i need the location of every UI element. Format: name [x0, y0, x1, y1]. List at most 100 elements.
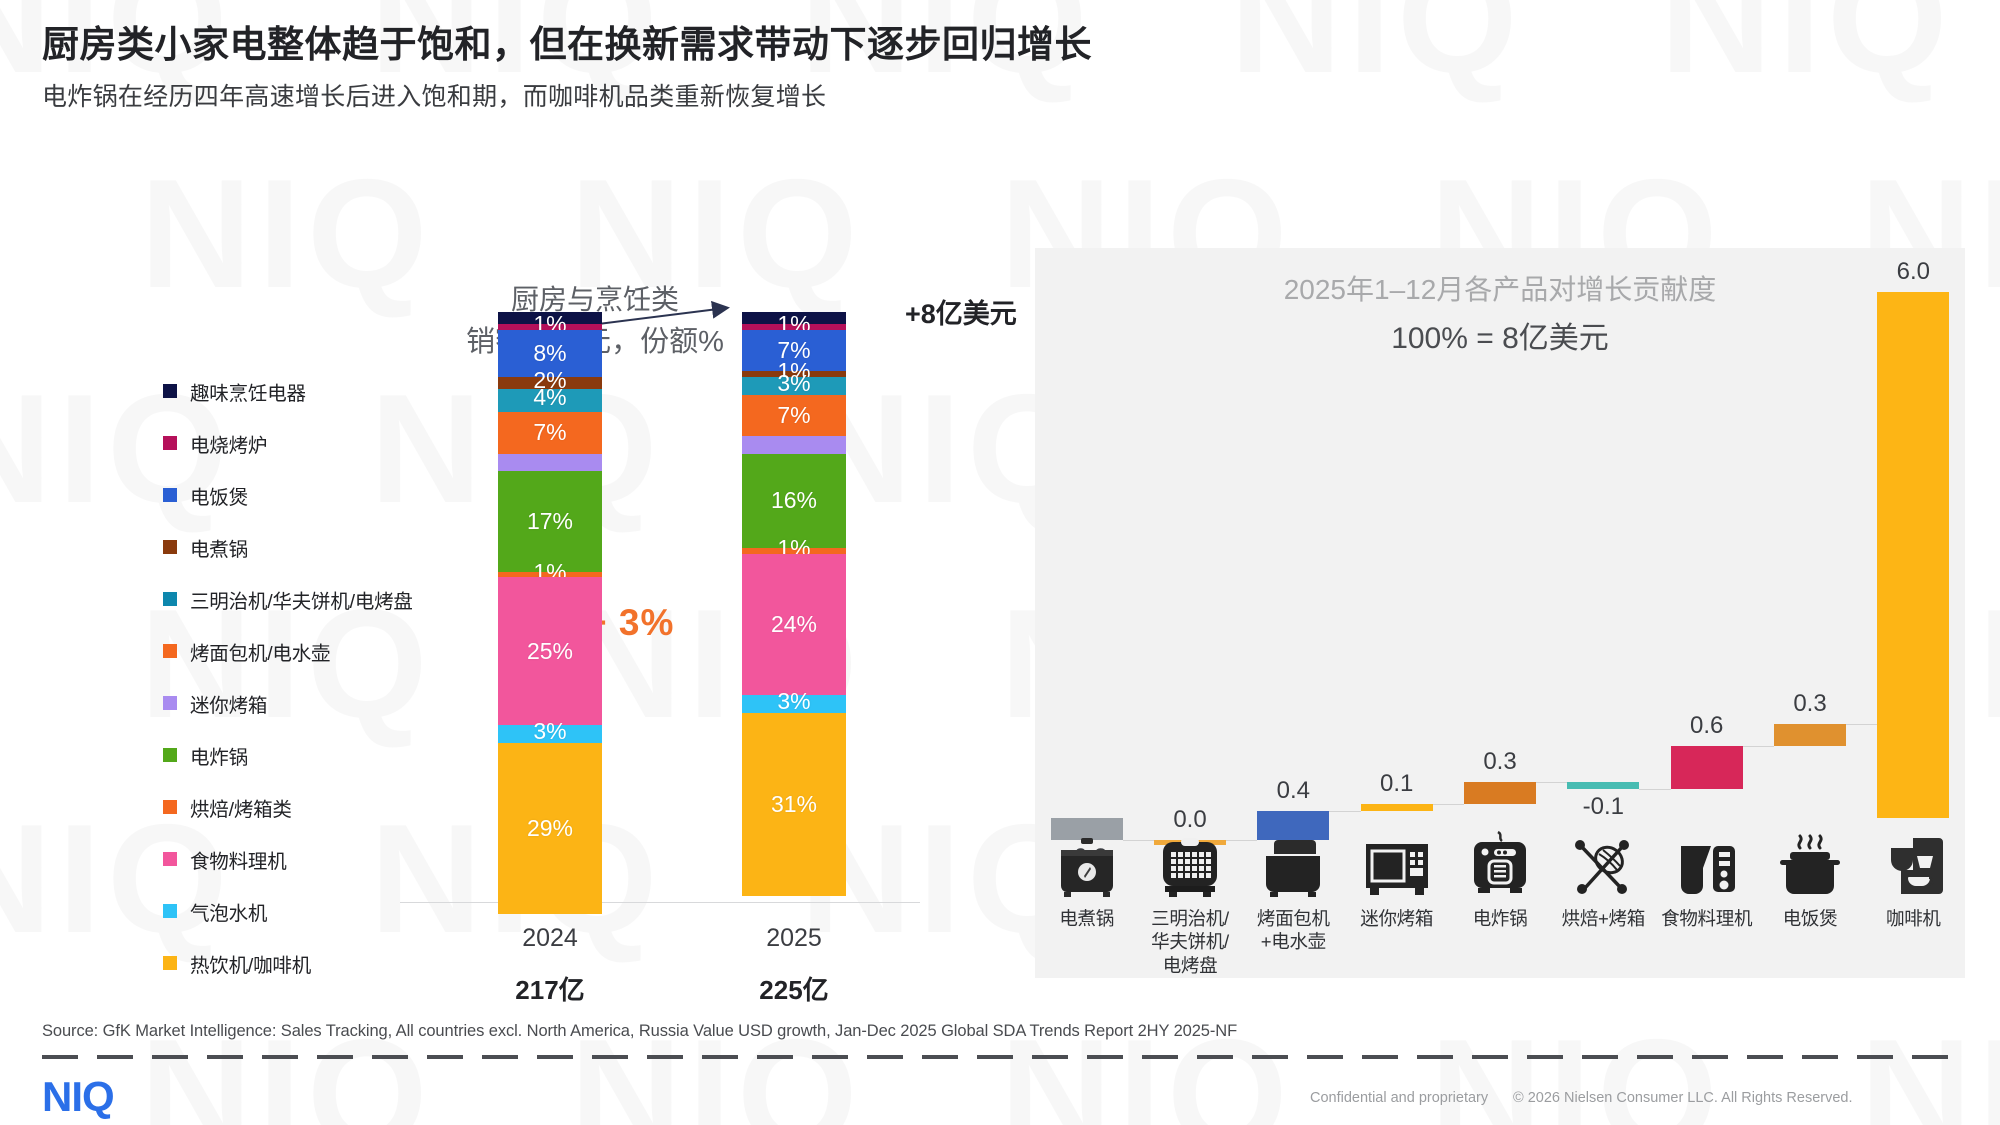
segment-value-label: 17%: [526, 507, 574, 534]
segment-value-label: 25%: [526, 637, 574, 664]
waterfall-connector: [1432, 803, 1464, 805]
legend: 趣味烹饪电器电烧烤炉电饭煲电煮锅 三明治机/华夫饼机/电烤盘烤面包机/电水壶迷你烤…: [163, 365, 493, 989]
stacked-bar-2024[interactable]: 1% 8% 2% 4% 7% 17% 1% 25% 3% 29%: [498, 311, 602, 914]
stacked-bar-segment[interactable]: 4%: [498, 384, 602, 413]
stacked-bar-segment[interactable]: [742, 435, 846, 454]
stacked-bar-segment[interactable]: 3%: [742, 688, 846, 714]
waterfall-bar[interactable]: [1360, 803, 1433, 811]
niq-logo: NIQ: [42, 1073, 115, 1120]
legend-item[interactable]: 气泡水机: [163, 885, 493, 937]
stacked-bar-segment[interactable]: 25%: [498, 577, 602, 725]
segment-value-label: 31%: [770, 791, 818, 818]
stacked-bar-segment[interactable]: 2%: [498, 367, 602, 393]
legend-item-label: 食物料理机: [190, 850, 287, 873]
watermark-text: NIQ: [1860, 1005, 2000, 1125]
stacked-bar-segment[interactable]: [498, 453, 602, 472]
legend-item-label: 烤面包机/电水壶: [190, 642, 331, 665]
waterfall-category-cell[interactable]: 食物料理机: [1655, 820, 1758, 930]
stacked-bar-segment[interactable]: 24%: [742, 553, 846, 696]
stacked-bar-segment[interactable]: [742, 312, 846, 324]
waterfall-category-label: 电炸锅: [1472, 908, 1528, 929]
waterfall-connector: [1122, 839, 1154, 841]
waterfall-value-label: 0.6: [1689, 712, 1724, 739]
legend-item-label: 电烧烤炉: [190, 434, 268, 457]
source-note: Source: GfK Market Intelligence: Sales T…: [42, 1022, 1238, 1040]
watermark-text: NIQ: [1230, 0, 1524, 108]
waterfall-connector: [1226, 839, 1258, 841]
confidential-note: Confidential and proprietary: [1310, 1090, 1489, 1106]
product-icon: [1448, 820, 1551, 898]
legend-item-label: 气泡水机: [190, 902, 268, 925]
waterfall-value-label: 0.1: [1379, 769, 1414, 797]
legend-item[interactable]: 食物料理机: [163, 833, 493, 885]
product-icon: [1862, 820, 1965, 898]
legend-swatch-icon: [163, 540, 177, 554]
legend-item[interactable]: 趣味烹饪电器: [163, 365, 493, 417]
legend-swatch-icon: [163, 800, 177, 814]
segment-value-label: 29%: [526, 814, 574, 841]
watermark-text: NIQ: [1660, 0, 1954, 108]
stacked-bar-segment[interactable]: 17%: [498, 471, 602, 572]
legend-item[interactable]: 热饮机/咖啡机: [163, 937, 493, 989]
stacked-bar-segment[interactable]: 16%: [742, 453, 846, 548]
watermark-text: NIQ: [1430, 1005, 1724, 1125]
stacked-bar-segment[interactable]: 3%: [498, 718, 602, 744]
legend-item[interactable]: 迷你烤箱: [163, 677, 493, 729]
waterfall-category-label: 电饭煲: [1782, 908, 1838, 929]
waterfall-connector: [1846, 724, 1878, 726]
product-icon: [1035, 820, 1138, 898]
legend-swatch-icon: [163, 696, 177, 710]
stacked-bar-segment[interactable]: 8%: [498, 329, 602, 377]
stacked-bar-segment[interactable]: [498, 312, 602, 324]
stacked-bar-segment[interactable]: 7%: [742, 394, 846, 436]
waterfall-category-cell[interactable]: 三明治机/华夫饼机/电烤盘: [1138, 820, 1241, 977]
slide-header: 厨房类小家电整体趋于饱和，但在换新需求带动下逐步回归增长 电炸锅在经历四年高速增…: [42, 22, 1092, 114]
waterfall-category-cell[interactable]: 咖啡机: [1862, 820, 1965, 930]
waterfall-category-cell[interactable]: 烤面包机 +电水壶: [1242, 820, 1345, 954]
legend-item[interactable]: 电煮锅: [163, 521, 493, 573]
legend-item[interactable]: 烤面包机/电水壶: [163, 625, 493, 677]
waterfall-category-label: 三明治机/华夫饼机/电烤盘: [1151, 908, 1229, 976]
waterfall-bar[interactable]: [1567, 782, 1640, 790]
legend-item[interactable]: 三明治机/华夫饼机/电烤盘: [163, 573, 493, 625]
total-label-2024: 217亿: [515, 975, 585, 1005]
product-icon: [1655, 820, 1758, 898]
waterfall-bar[interactable]: [1050, 818, 1123, 840]
waterfall-bar[interactable]: [1464, 782, 1536, 804]
waterfall-value-label: 0.4: [1276, 776, 1311, 804]
page-title: 厨房类小家电整体趋于饱和，但在换新需求带动下逐步回归增长: [42, 24, 1092, 65]
stacked-bar-segment[interactable]: 3%: [742, 370, 846, 396]
legend-swatch-icon: [163, 644, 177, 658]
waterfall-bar[interactable]: [1670, 746, 1743, 790]
stacked-bar-segment[interactable]: 7%: [742, 329, 846, 371]
stacked-bar-segment[interactable]: 29%: [498, 742, 602, 914]
segment-value-label: 16%: [770, 487, 818, 514]
footer-divider: [42, 1055, 1960, 1059]
legend-item[interactable]: 烘焙/烤箱类: [163, 781, 493, 833]
legend-item[interactable]: 电烧烤炉: [163, 417, 493, 469]
stacked-bar-segment[interactable]: 7%: [498, 412, 602, 454]
waterfall-category-label: 食物料理机: [1661, 908, 1753, 929]
waterfall-category-cell[interactable]: 迷你烤箱: [1345, 820, 1448, 930]
segment-value-label: 7%: [533, 419, 567, 446]
waterfall-category-cell[interactable]: 电饭煲: [1758, 820, 1861, 930]
stacked-bar-segment[interactable]: 31%: [742, 713, 846, 896]
waterfall-bar[interactable]: [1774, 724, 1846, 746]
legend-item[interactable]: 电炸锅: [163, 729, 493, 781]
stacked-bar-2025[interactable]: 1% 7% 1% 3% 7% 16% 1% 24% 3% 31%: [742, 311, 846, 902]
product-icon: [1552, 820, 1655, 898]
waterfall-connector: [1329, 810, 1361, 812]
waterfall-bar[interactable]: [1257, 810, 1330, 840]
legend-item[interactable]: 电饭煲: [163, 469, 493, 521]
segment-value-label: 24%: [770, 611, 818, 638]
waterfall-bar[interactable]: [1877, 292, 1950, 818]
segment-value-label: 4%: [533, 384, 567, 411]
segment-value-label: 7%: [777, 336, 811, 363]
waterfall-category-cell[interactable]: 电煮锅: [1035, 820, 1138, 930]
legend-item-label: 电饭煲: [190, 486, 248, 509]
product-icon: [1758, 820, 1861, 898]
waterfall-category-cell[interactable]: 烘焙+烤箱: [1552, 820, 1655, 930]
waterfall-title: 2025年1–12月各产品对增长贡献度: [1283, 274, 1717, 305]
waterfall-category-cell[interactable]: 电炸锅: [1448, 820, 1551, 930]
